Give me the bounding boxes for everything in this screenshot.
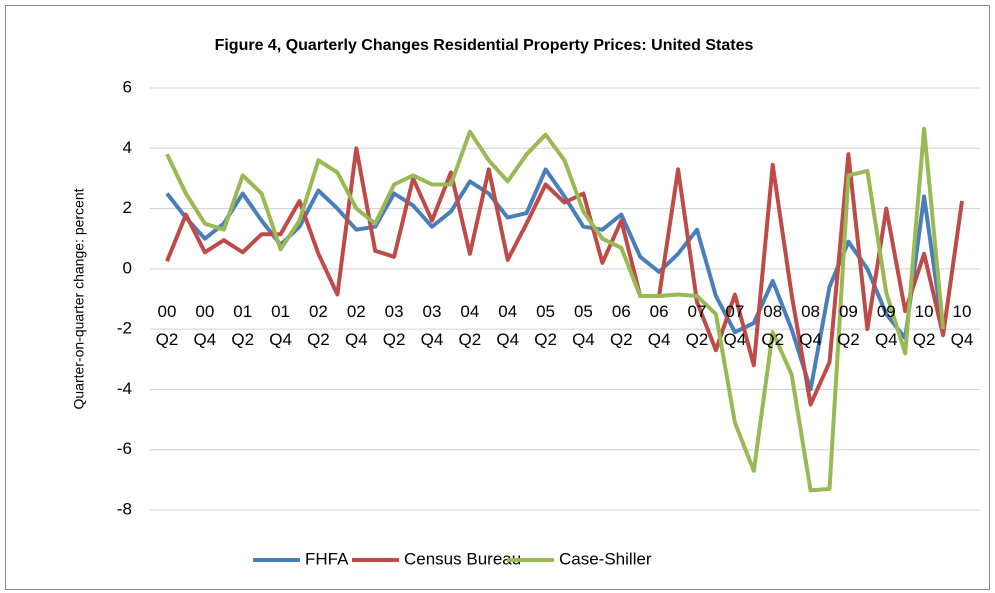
x-tick-label: 07 Q2 (685, 302, 709, 349)
legend-label: Case-Shiller (559, 549, 652, 568)
x-tick-label: 08 Q4 (799, 302, 822, 349)
x-tick-label: 06 Q2 (609, 302, 633, 349)
y-tick-label: -4 (117, 379, 132, 398)
chart-title: Figure 4, Quarterly Changes Residential … (215, 37, 754, 54)
x-tick-label: 10 Q2 (912, 302, 936, 349)
line-series (165, 126, 946, 493)
x-tick-label: 01 Q4 (269, 302, 292, 349)
x-tick-label: 03 Q4 (420, 302, 444, 349)
y-tick-label: 0 (123, 258, 132, 277)
x-tick-label: 03 Q2 (382, 302, 406, 349)
x-tick-label: 01 Q2 (231, 302, 255, 349)
y-tick-label: 6 (123, 77, 132, 96)
y-tick-label: 2 (123, 198, 132, 217)
y-tick-label: -6 (117, 439, 132, 458)
x-tick-label: 09 Q2 (837, 302, 860, 349)
x-tick-label: 00 Q4 (193, 302, 217, 349)
line-series (165, 146, 964, 407)
x-tick-label: 02 Q2 (307, 302, 330, 349)
y-tick-label: -2 (117, 319, 132, 338)
x-tick-label: 04 Q4 (496, 302, 520, 349)
legend-label: FHFA (305, 549, 349, 568)
x-tick-label: 08 Q2 (761, 302, 785, 349)
x-tick-label: 10 Q4 (950, 302, 974, 349)
chart-border (5, 5, 990, 590)
x-tick-label: 07 Q4 (723, 302, 747, 349)
x-tick-label: 00 Q2 (155, 302, 179, 349)
x-tick-label: 05 Q2 (534, 302, 557, 349)
y-axis-label: Quarter-on-quarter change: percent (71, 188, 87, 409)
x-tick-label: 09 Q4 (874, 302, 898, 349)
x-tick-label: 05 Q4 (572, 302, 595, 349)
x-tick-label: 06 Q4 (647, 302, 671, 349)
legend-label: Census Bureau (404, 549, 521, 568)
y-tick-label: -8 (117, 499, 132, 518)
line-series (165, 167, 946, 392)
y-tick-label: 4 (123, 138, 132, 157)
x-tick-label: 04 Q2 (458, 302, 482, 349)
x-tick-label: 02 Q4 (344, 302, 368, 349)
